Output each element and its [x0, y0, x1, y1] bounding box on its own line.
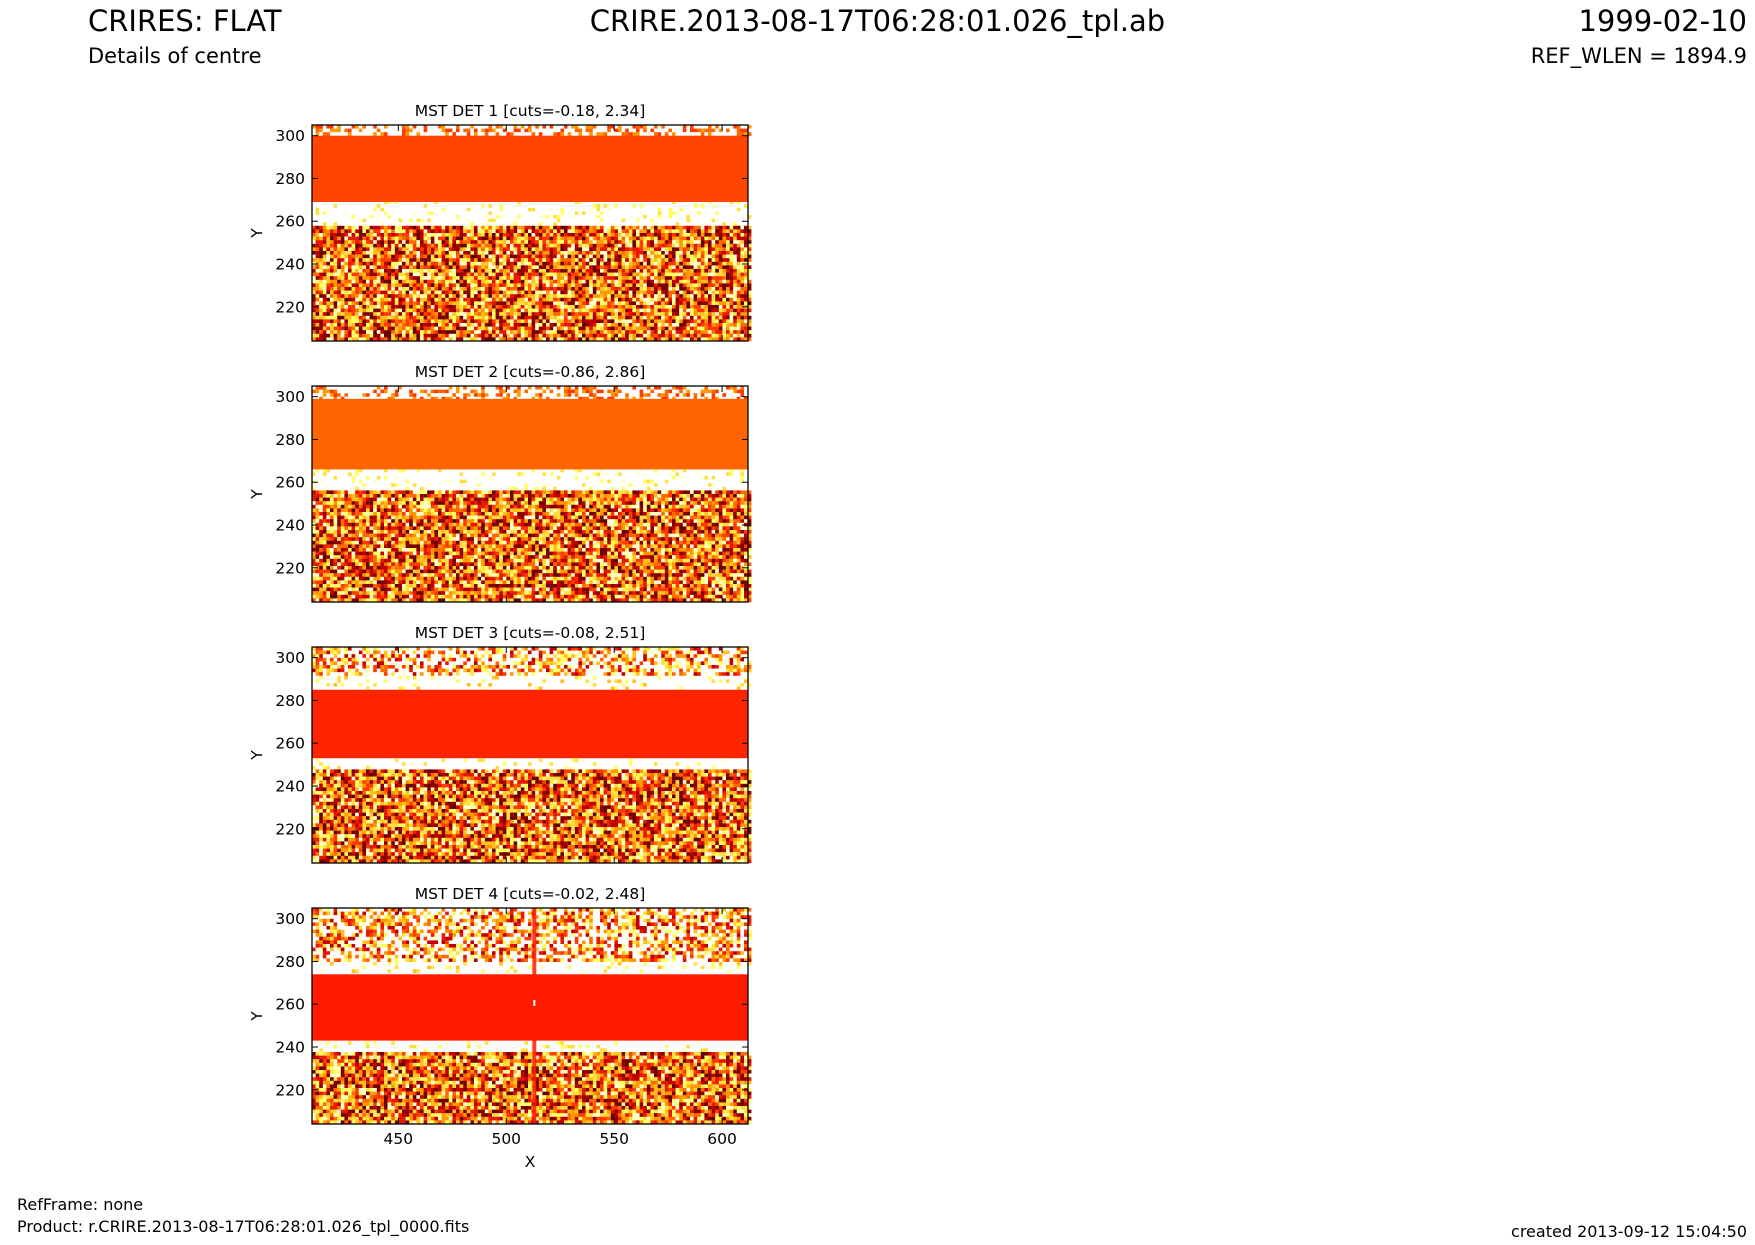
y-tick-label: 280: [275, 692, 305, 710]
y-tick-label: 240: [275, 517, 305, 535]
y-tick-label: 220: [275, 559, 305, 577]
flat-band: [312, 690, 748, 758]
x-tick-label: 500: [491, 1130, 521, 1148]
y-axis-label: Y: [248, 228, 266, 239]
y-tick-label: 240: [275, 778, 305, 796]
y-tick-label: 260: [275, 735, 305, 753]
panel-title: MST DET 1 [cuts=-0.18, 2.34]: [415, 102, 646, 120]
refframe-label: RefFrame: none: [17, 1195, 143, 1214]
panel-title: MST DET 4 [cuts=-0.02, 2.48]: [415, 885, 646, 903]
flat-band: [312, 399, 748, 470]
y-tick-label: 220: [275, 1081, 305, 1099]
y-tick-label: 220: [275, 820, 305, 838]
y-tick-label: 280: [275, 431, 305, 449]
flat-band: [312, 136, 748, 202]
flat-band: [312, 974, 748, 1040]
panel-title: MST DET 3 [cuts=-0.08, 2.51]: [415, 624, 646, 642]
y-tick-label: 300: [275, 127, 305, 145]
x-tick-label: 550: [599, 1130, 629, 1148]
panel-1: MST DET 1 [cuts=-0.18, 2.34] 220 240 260 280…: [248, 102, 751, 341]
bad-column-gap: [533, 1000, 535, 1006]
x-tick-label: 450: [384, 1130, 414, 1148]
y-axis-label: Y: [248, 489, 266, 500]
created-timestamp: created 2013-09-12 15:04:50: [1511, 1222, 1747, 1241]
y-tick-label: 260: [275, 996, 305, 1014]
y-tick-label: 260: [275, 213, 305, 231]
panel-2: MST DET 2 [cuts=-0.86, 2.86] 220 240 260 280…: [248, 363, 751, 602]
y-tick-label: 280: [275, 170, 305, 188]
y-axis-label: Y: [248, 750, 266, 761]
product-label: Product: r.CRIRE.2013-08-17T06:28:01.026…: [17, 1217, 469, 1236]
y-tick-label: 300: [275, 910, 305, 928]
bad-column: [532, 908, 536, 1124]
y-tick-label: 240: [275, 256, 305, 274]
panel-title: MST DET 2 [cuts=-0.86, 2.86]: [415, 363, 646, 381]
x-axis-label: X: [525, 1153, 536, 1171]
y-tick-label: 280: [275, 953, 305, 971]
y-tick-label: 300: [275, 388, 305, 406]
panel-4: MST DET 4 [cuts=-0.02, 2.48] 220 240 260 280…: [248, 885, 751, 1171]
x-tick-label: 600: [707, 1130, 737, 1148]
y-tick-label: 260: [275, 474, 305, 492]
y-axis-label: Y: [248, 1011, 266, 1022]
y-tick-label: 300: [275, 649, 305, 667]
panel-3: MST DET 3 [cuts=-0.08, 2.51] 220 240 260 280…: [248, 624, 751, 863]
y-tick-label: 220: [275, 298, 305, 316]
y-tick-label: 240: [275, 1039, 305, 1057]
